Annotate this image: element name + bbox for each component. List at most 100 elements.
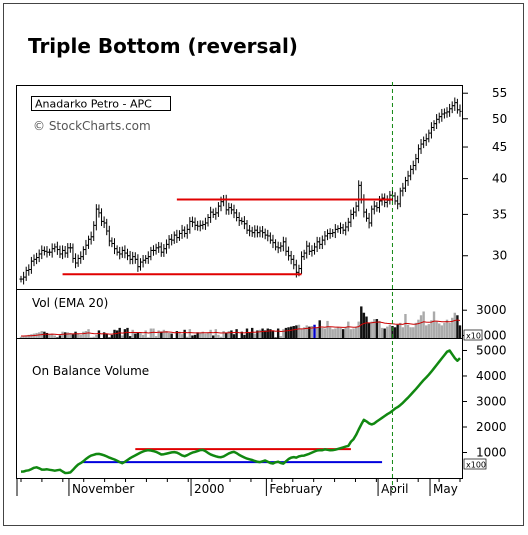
volume-bar [243, 334, 246, 338]
volume-bar [373, 319, 376, 338]
volume-bar [386, 326, 389, 338]
volume-bar [121, 335, 124, 338]
volume-bar [321, 327, 324, 338]
volume-bar [289, 326, 293, 338]
chart-title: Triple Bottom (reversal) [28, 34, 298, 58]
obv-panel-label: On Balance Volume [32, 364, 149, 378]
volume-bar [334, 328, 337, 338]
x-axis-label: February [269, 482, 322, 496]
volume-bar [282, 329, 285, 338]
symbol-box-border [31, 96, 171, 111]
volume-bar [365, 316, 368, 338]
volume-bar [295, 325, 298, 338]
volume-bar [206, 332, 210, 338]
volume-bar [388, 324, 392, 338]
symbol-label: Anadarko Petro - APC [35, 98, 152, 111]
volume-bar [253, 333, 256, 338]
volume-bar [263, 330, 267, 338]
obv-multiplier-box [463, 458, 487, 470]
volume-bar [152, 328, 155, 338]
volume-bar [396, 324, 399, 338]
volume-bar [58, 335, 62, 338]
volume-bar [178, 331, 181, 338]
volume-bar [258, 329, 262, 338]
volume-bar [451, 317, 454, 338]
volume-bar [430, 320, 433, 338]
volume-bar [445, 319, 449, 338]
volume-bar [352, 328, 355, 338]
volume-bar [45, 332, 49, 338]
obv-tick-label: 3000 [476, 394, 507, 408]
volume-tick-label: 1000 [476, 328, 507, 342]
obv-multiplier-label: x100 [466, 461, 486, 470]
volume-bar [347, 321, 350, 338]
obv-tick-label: 1000 [476, 445, 507, 459]
volume-bar [175, 331, 179, 338]
volume-bar [27, 334, 30, 338]
volume-bar [409, 327, 412, 338]
volume-bar [61, 331, 64, 338]
volume-bar [326, 320, 329, 338]
volume-ema [21, 319, 461, 337]
price-tick-label: 40 [492, 172, 507, 186]
volume-bar [144, 330, 147, 338]
volume-bar [425, 325, 428, 338]
volume-bar [167, 332, 171, 338]
volume-bar [79, 334, 82, 338]
volume-bar [412, 327, 415, 338]
volume-bar [341, 329, 345, 338]
volume-bar [87, 329, 90, 338]
volume-bar [414, 322, 418, 338]
volume-bar [302, 327, 306, 338]
volume-bar [76, 333, 80, 338]
volume-bar [256, 330, 259, 338]
volume-bar [89, 337, 93, 338]
volume-bar [154, 336, 158, 338]
volume-bar [318, 320, 321, 338]
watermark: © StockCharts.com [33, 119, 151, 133]
volume-bar [248, 332, 251, 338]
price-tick-label: 30 [492, 249, 507, 263]
volume-bar [292, 326, 295, 338]
volume-bar [432, 311, 436, 338]
volume-bar [66, 332, 69, 338]
volume-bar [276, 328, 280, 338]
volume-multiplier-label: x10 [466, 332, 481, 341]
volume-bar [300, 328, 303, 338]
volume-bar [196, 332, 199, 338]
volume-bar [271, 330, 275, 338]
volume-bar [115, 330, 119, 338]
price-tick-label: 55 [492, 86, 507, 100]
volume-bar [328, 327, 332, 338]
volume-bar [214, 329, 218, 338]
obv-axis: 5000 4000 3000 2000 1000 [463, 343, 507, 459]
volume-bar [74, 331, 77, 338]
volume-bar [380, 327, 384, 338]
volume-bar [261, 328, 264, 338]
volume-bar [440, 325, 444, 338]
volume-bar [232, 334, 236, 338]
volume-bar [131, 329, 134, 338]
volume-bar [269, 329, 272, 338]
volume-bar [235, 329, 238, 338]
volume-bar [225, 332, 228, 338]
volume-bar [370, 321, 373, 338]
volume-bar [84, 331, 88, 338]
volume-bar [406, 324, 410, 338]
volume-bar [419, 315, 423, 338]
volume-tick-label: 3000 [476, 303, 507, 317]
obv-series-line [20, 349, 461, 475]
volume-bar [310, 326, 314, 338]
volume-bar [222, 331, 225, 338]
volume-bar [126, 327, 129, 338]
x-axis-label: 2000 [194, 482, 225, 496]
volume-bar [43, 331, 46, 338]
volume-bar [349, 329, 353, 338]
volume-bar [134, 333, 137, 338]
volume-bar [438, 323, 441, 338]
volume-bar [401, 327, 405, 338]
volume-bar [212, 335, 215, 338]
volume-bar [24, 335, 28, 338]
volume-bar [393, 327, 397, 338]
